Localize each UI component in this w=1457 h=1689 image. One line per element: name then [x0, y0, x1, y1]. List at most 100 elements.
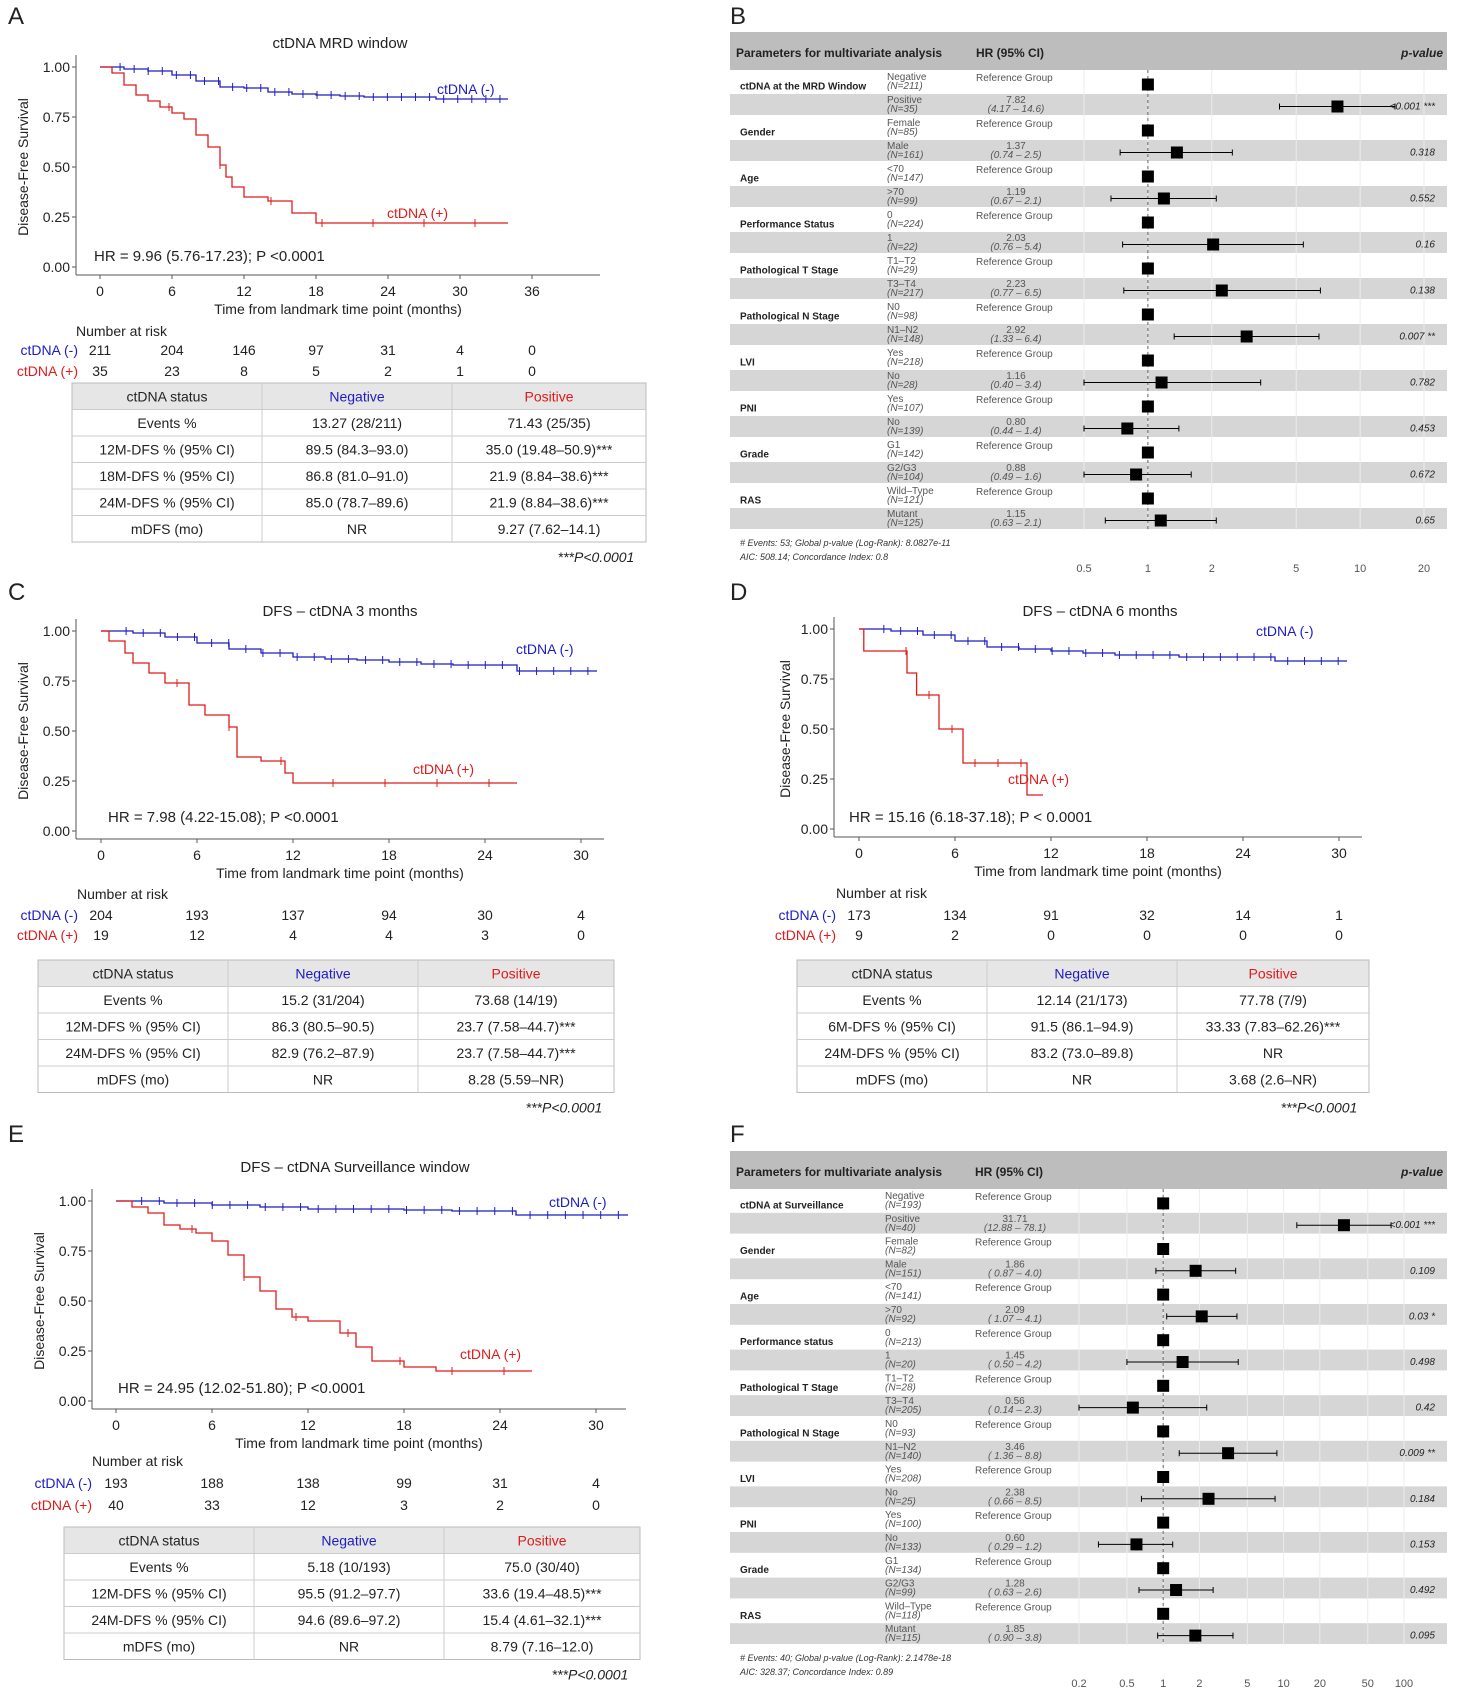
forest-row-band [730, 1623, 1447, 1644]
forest-group-name: Gender [740, 128, 775, 139]
forest-hr-value: 1.86 [1005, 1259, 1025, 1270]
x-tick-label: 0 [112, 1417, 120, 1433]
forest-level-name: N0 [887, 302, 900, 313]
risk-count-positive: 12 [300, 1497, 316, 1513]
forest-group-name: ctDNA at the MRD Window [740, 82, 866, 93]
forest-panel-f: F Parameters for multivariate analysis HR … [730, 1121, 1447, 1689]
forest-level-name: N1–N2 [887, 325, 919, 336]
table-header-cell: Negative [295, 965, 350, 981]
forest-level-name: Positive [887, 95, 922, 106]
table-cell: 24M-DFS % (95% CI) [824, 1045, 959, 1061]
y-tick-label: 0.75 [59, 1243, 86, 1259]
risk-row-positive-label: ctDNA (+) [31, 1497, 92, 1513]
forest-pvalue: <0.001 *** [1390, 102, 1436, 113]
km-panel-e: E DFS – ctDNA Surveillance window 1.00 0.75… [8, 1121, 641, 1683]
forest-header-hr: HR (95% CI) [975, 1165, 1043, 1179]
forest-level-name: T1–T2 [885, 1373, 914, 1384]
forest-x-tick-label: 10 [1354, 563, 1366, 575]
forest-level-name: Mutant [885, 1624, 916, 1635]
forest-hr-value: 1.16 [1006, 371, 1026, 382]
forest-x-tick-label: 10 [1277, 1678, 1289, 1689]
y-tick-label: 0.25 [801, 771, 828, 787]
legend-ctdna-negative: ctDNA (-) [1256, 623, 1314, 639]
risk-count-positive: 40 [108, 1497, 124, 1513]
table-header-cell: Negative [321, 1532, 376, 1548]
forest-row-band [730, 1395, 1447, 1416]
y-tick-label: 0.25 [59, 1343, 86, 1359]
curve-ctdna-positive [116, 1200, 532, 1372]
forest-level-n: (N=213) [885, 1337, 921, 1348]
forest-row-band [730, 324, 1447, 345]
forest-group-name: PNI [740, 1520, 757, 1531]
forest-hr-ci: ( 0.14 – 2.3) [988, 1405, 1042, 1416]
forest-x-tick-label: 5 [1293, 563, 1299, 575]
forest-reference-group: Reference Group [975, 1192, 1052, 1203]
forest-level-name: N1–N2 [885, 1442, 917, 1453]
forest-level-name: Yes [887, 394, 903, 405]
forest-group-name: Grade [740, 450, 769, 461]
forest-hr-point [1130, 1538, 1143, 1551]
y-tick-label: 0.50 [59, 1293, 86, 1309]
risk-count-negative: 4 [592, 1475, 600, 1491]
forest-reference-group: Reference Group [975, 1466, 1052, 1477]
risk-row-negative-label: ctDNA (-) [34, 1475, 92, 1491]
forest-reference-group: Reference Group [975, 1420, 1052, 1431]
x-tick-label: 6 [168, 283, 176, 299]
forest-row-band [730, 1258, 1447, 1280]
forest-row-band [730, 370, 1447, 391]
forest-level-n: (N=29) [887, 265, 918, 276]
forest-level-name: No [887, 417, 900, 428]
hazard-ratio-text: HR = 9.96 (5.76-17.23); P <0.0001 [94, 248, 325, 265]
forest-level-name: 0 [887, 210, 893, 221]
y-tick-label: 0.00 [59, 1393, 86, 1409]
table-cell: NR [1263, 1045, 1283, 1061]
forest-hr-point [1189, 1629, 1202, 1642]
forest-group-name: Pathological T Stage [740, 266, 839, 277]
forest-level-name: Yes [885, 1465, 901, 1476]
panel-letter: A [8, 3, 24, 30]
risk-count-negative: 4 [456, 342, 464, 358]
curve-ctdna-positive [859, 628, 1043, 796]
curve-ctdna-negative [101, 630, 597, 672]
forest-reference-group: Reference Group [975, 1374, 1052, 1385]
x-tick-label: 6 [193, 847, 201, 863]
forest-row-band [730, 94, 1447, 115]
curve-ctdna-positive [101, 630, 517, 784]
x-tick-label: 12 [236, 283, 252, 299]
forest-reference-square [1141, 124, 1154, 137]
y-tick-label: 0.00 [43, 259, 70, 275]
x-tick-label: 30 [588, 1417, 604, 1433]
table-header-cell: ctDNA status [127, 388, 208, 404]
forest-hr-point [1157, 192, 1170, 205]
table-header-cell: Positive [491, 965, 540, 981]
forest-level-n: (N=133) [885, 1542, 921, 1553]
hazard-ratio-text: HR = 15.16 (6.18-37.18); P < 0.0001 [849, 809, 1092, 826]
forest-level-n: (N=141) [885, 1291, 921, 1302]
forest-header-params: Parameters for multivariate analysis [736, 1165, 942, 1179]
forest-hr-ci: ( 0.87 – 4.0) [988, 1268, 1042, 1279]
y-tick-label: 0.00 [43, 823, 70, 839]
panel-letter: C [8, 579, 25, 606]
forest-group-name: Age [740, 174, 759, 185]
risk-count-positive: 8 [240, 363, 248, 379]
x-tick-label: 0 [96, 283, 104, 299]
forest-reference-square [1157, 1243, 1170, 1255]
forest-level-n: (N=25) [885, 1496, 916, 1507]
y-axis-label: Disease-Free Survival [15, 98, 31, 236]
y-tick-label: 0.50 [801, 721, 828, 737]
risk-count-negative: 1 [1335, 907, 1343, 923]
forest-reference-square [1141, 216, 1154, 229]
forest-level-name: No [885, 1533, 898, 1544]
forest-hr-ci: (0.76 – 5.4) [990, 242, 1041, 253]
forest-hr-point [1170, 1584, 1183, 1596]
risk-count-positive: 2 [951, 927, 959, 943]
forest-header-pvalue: p-value [1400, 46, 1443, 60]
legend-ctdna-positive: ctDNA (+) [1008, 771, 1069, 787]
forest-x-tick-label: 20 [1418, 563, 1430, 575]
forest-reference-group: Reference Group [976, 303, 1053, 314]
forest-level-n: (N=193) [885, 1200, 921, 1211]
forest-level-name: 0 [885, 1328, 891, 1339]
forest-reference-group: Reference Group [976, 257, 1053, 268]
forest-level-n: (N=104) [887, 472, 923, 483]
